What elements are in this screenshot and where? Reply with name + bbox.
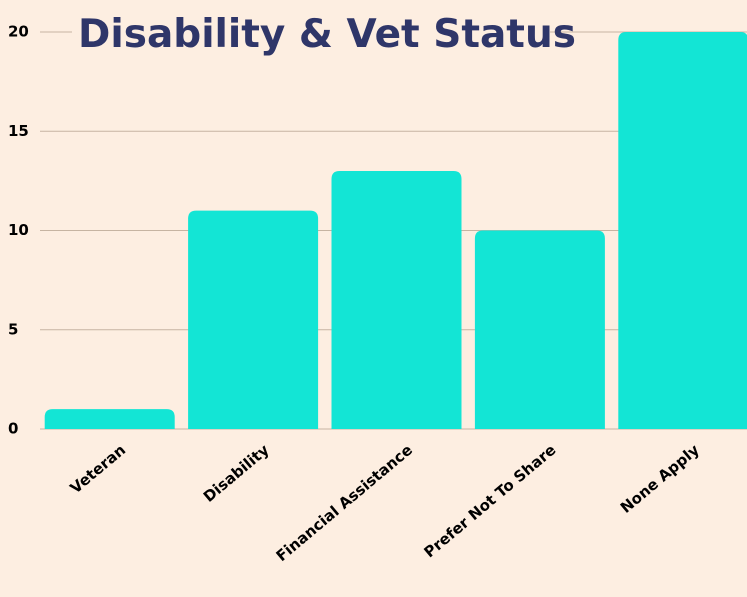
x-tick-label: Financial Assistance bbox=[273, 441, 416, 565]
y-tick-label: 10 bbox=[8, 221, 29, 239]
y-tick-label: 15 bbox=[8, 122, 29, 140]
x-tick-label: None Apply bbox=[617, 441, 703, 517]
y-tick-label: 20 bbox=[8, 23, 29, 41]
x-tick-label: Veteran bbox=[67, 441, 130, 498]
y-tick-label: 5 bbox=[8, 320, 18, 338]
x-tick-label: Disability bbox=[200, 441, 273, 506]
bar bbox=[618, 32, 747, 429]
bars bbox=[44, 32, 747, 429]
bar bbox=[331, 170, 462, 429]
bar bbox=[188, 210, 319, 429]
x-tick-label: Prefer Not To Share bbox=[421, 441, 560, 562]
bar bbox=[44, 409, 175, 429]
bar bbox=[474, 230, 605, 429]
y-tick-label: 0 bbox=[8, 420, 18, 438]
title-backdrop bbox=[72, 4, 550, 56]
chart-title: Disability & Vet Status bbox=[78, 12, 576, 57]
